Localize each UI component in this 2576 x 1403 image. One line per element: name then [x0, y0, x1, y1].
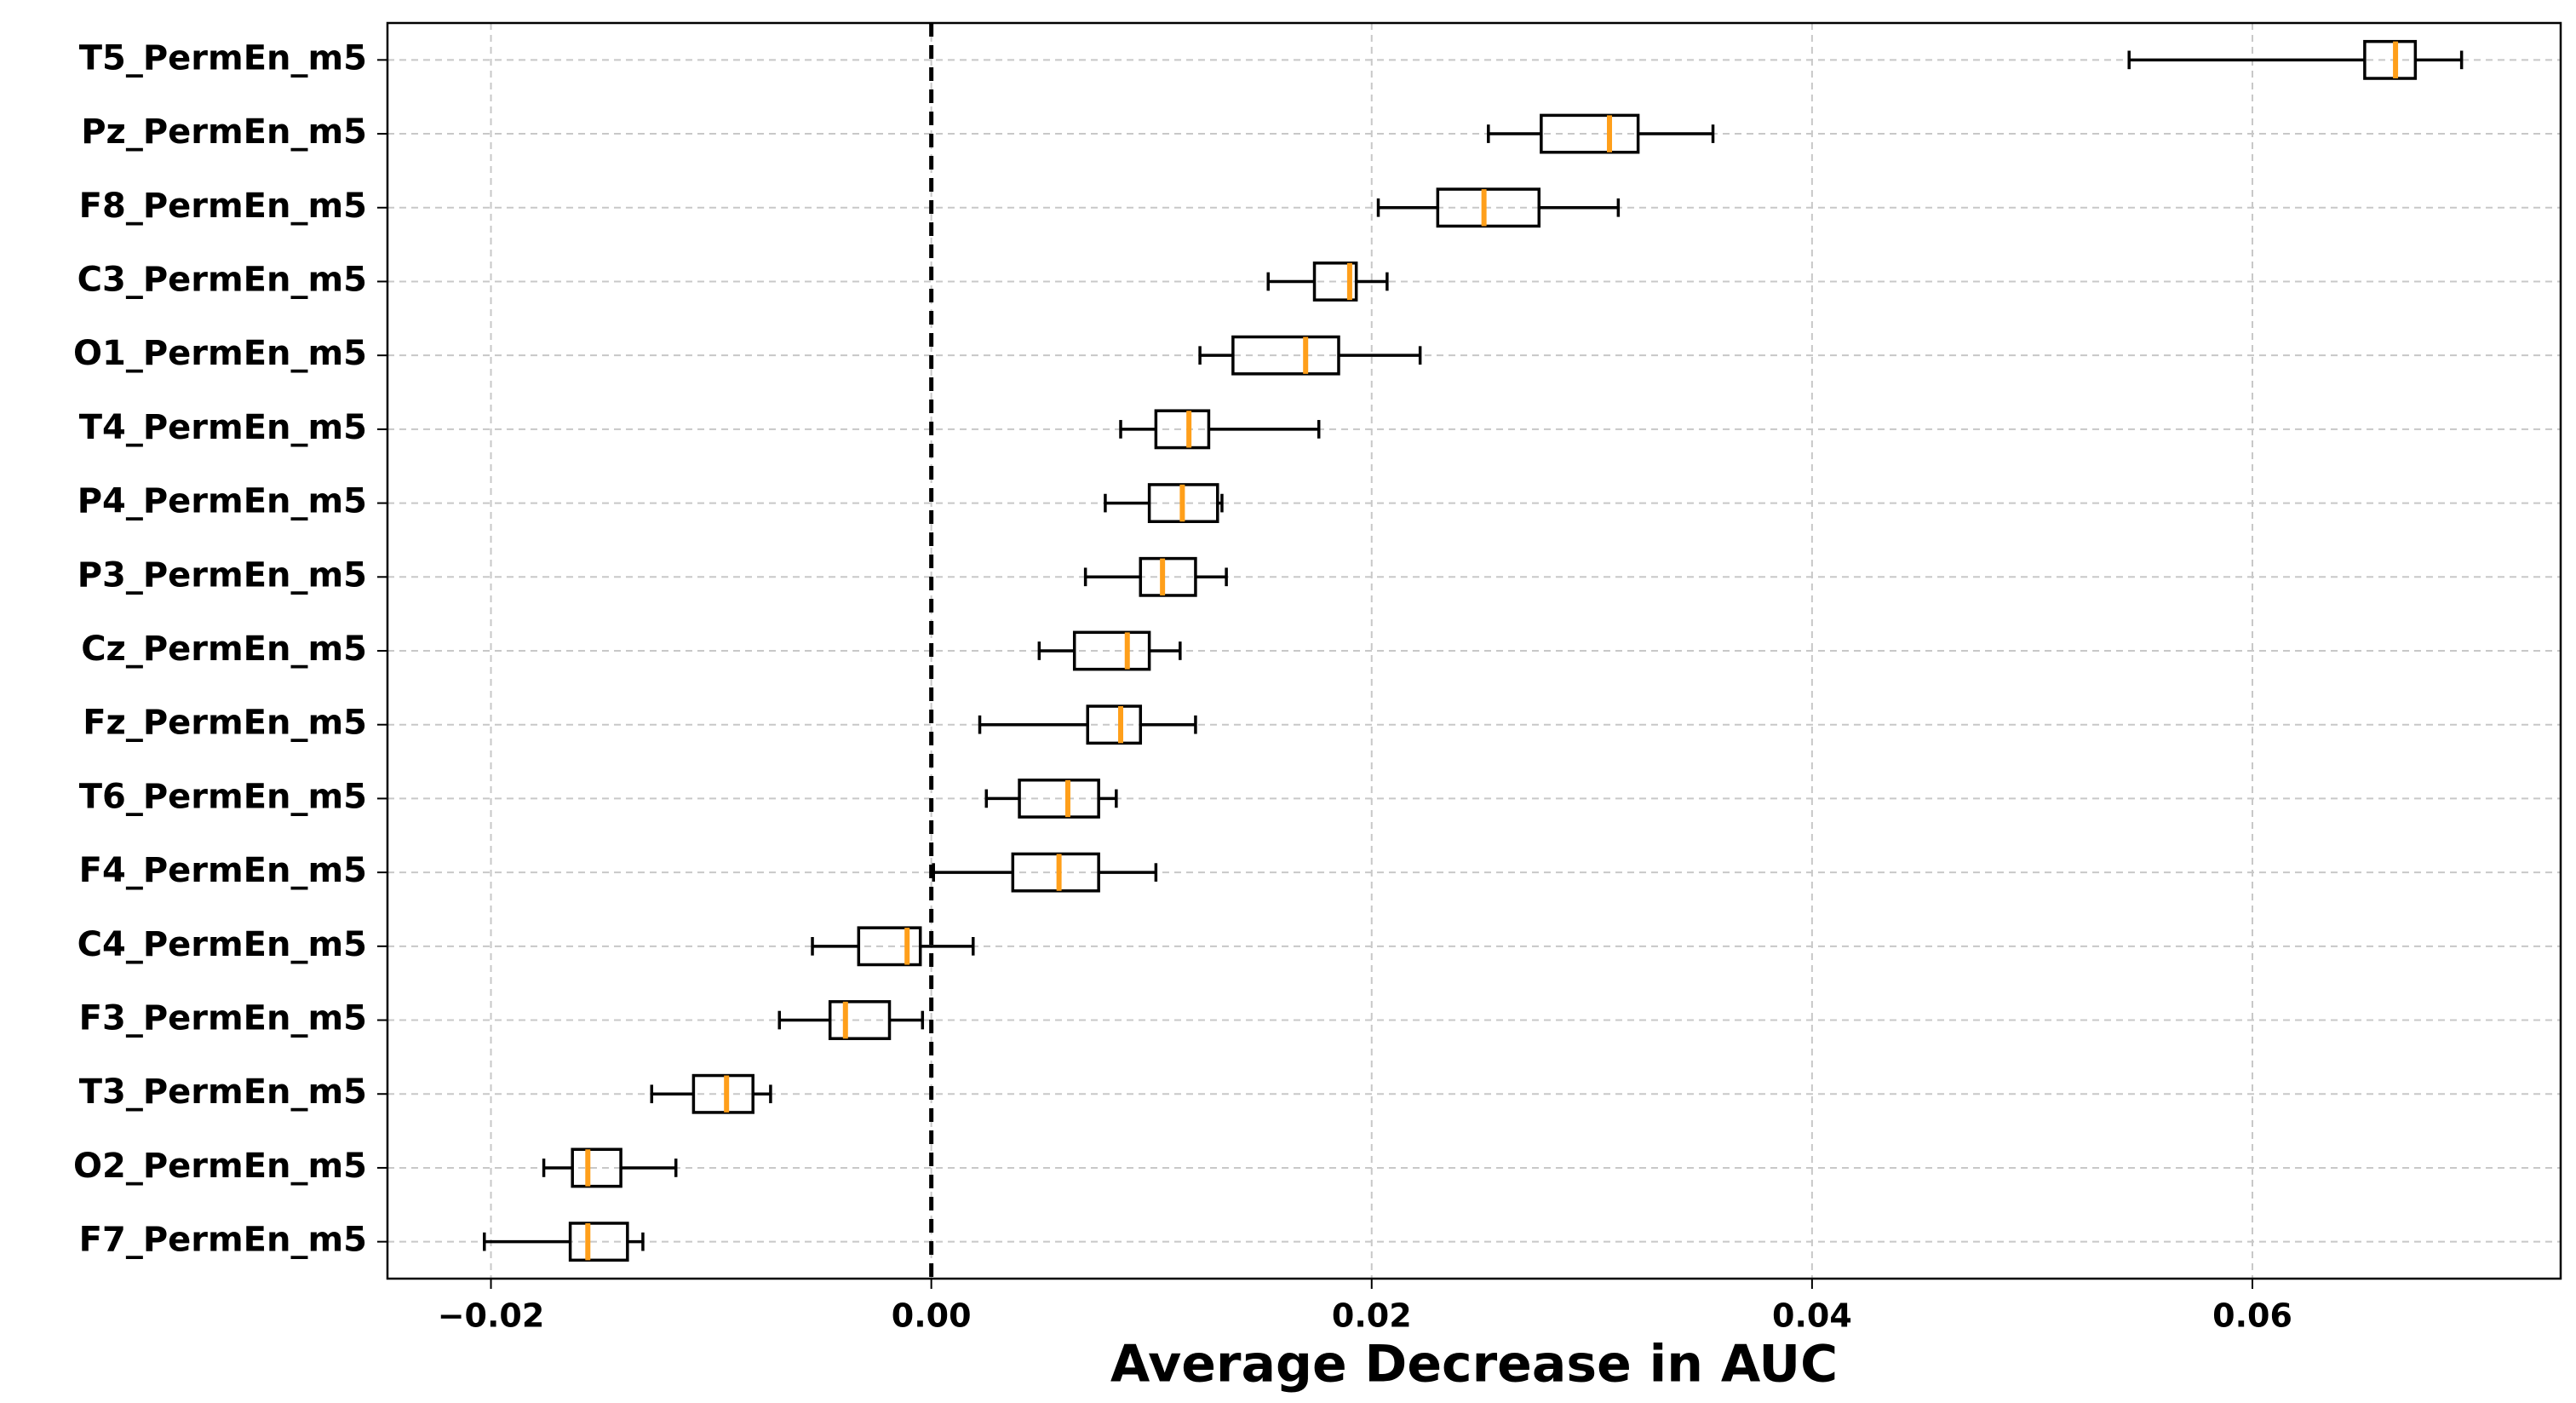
- box: [1139, 556, 1197, 597]
- x-tick-label: 0.02: [1332, 1297, 1412, 1335]
- y-tick-label: Fz_PermEn_m5: [83, 704, 367, 743]
- box: [857, 926, 922, 967]
- box: [1072, 630, 1151, 671]
- y-tick-label: Cz_PermEn_m5: [81, 630, 367, 669]
- x-tick-label: −0.02: [438, 1297, 545, 1335]
- box: [1231, 335, 1340, 376]
- plot-frame: [386, 21, 2562, 1280]
- x-tick-label: 0.00: [892, 1297, 972, 1335]
- y-tick-label: Pz_PermEn_m5: [81, 112, 367, 152]
- y-tick-label: T5_PermEn_m5: [79, 38, 367, 78]
- box: [1436, 187, 1541, 228]
- box: [1312, 262, 1358, 302]
- box: [2363, 39, 2418, 80]
- y-tick-label: O2_PermEn_m5: [73, 1147, 367, 1186]
- box: [1086, 704, 1143, 745]
- y-tick-label: F7_PermEn_m5: [79, 1221, 367, 1260]
- y-tick-label: P4_PermEn_m5: [77, 482, 367, 521]
- y-tick-label: T3_PermEn_m5: [79, 1072, 367, 1112]
- box: [568, 1222, 629, 1262]
- y-tick-label: F4_PermEn_m5: [79, 851, 367, 890]
- box: [1154, 409, 1211, 450]
- box: [1011, 852, 1100, 893]
- box: [1540, 113, 1640, 154]
- box: [1018, 778, 1100, 819]
- x-tick-label: 0.04: [1772, 1297, 1852, 1335]
- box: [691, 1073, 754, 1114]
- y-tick-label: T6_PermEn_m5: [79, 777, 367, 816]
- y-tick-label: F8_PermEn_m5: [79, 187, 367, 226]
- y-tick-label: C3_PermEn_m5: [77, 260, 367, 299]
- y-tick-label: F3_PermEn_m5: [79, 999, 367, 1038]
- y-tick-label: T4_PermEn_m5: [79, 408, 367, 447]
- box: [571, 1147, 622, 1188]
- box: [828, 1000, 892, 1040]
- y-tick-label: O1_PermEn_m5: [73, 334, 367, 373]
- x-tick-label: 0.06: [2212, 1297, 2292, 1335]
- y-tick-label: P3_PermEn_m5: [77, 555, 367, 595]
- y-tick-label: C4_PermEn_m5: [77, 925, 367, 964]
- x-axis-label: Average Decrease in AUC: [1110, 1335, 1838, 1394]
